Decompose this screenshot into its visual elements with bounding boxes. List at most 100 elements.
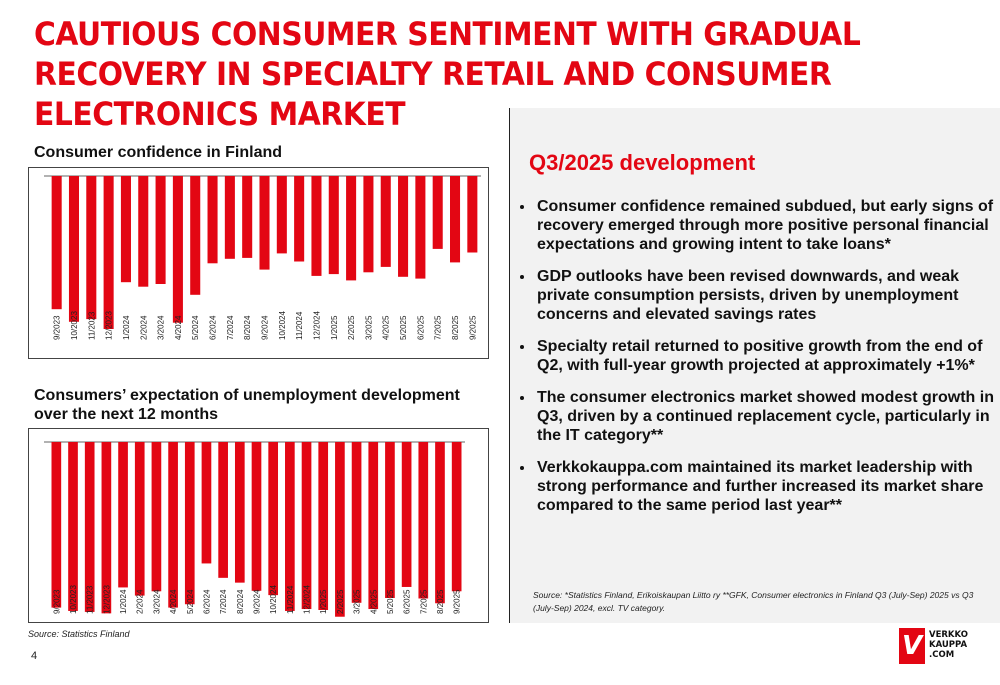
consumer-confidence-chart: 9/2023 10/2023 11/2023 12/2023 1/2024 2/2024 3… — [44, 175, 481, 340]
c1-bar-11-2024 — [294, 176, 305, 262]
right-panel — [509, 108, 1000, 623]
c2-bar-3-2024 — [151, 442, 162, 592]
c1-bar-7-2024 — [224, 176, 235, 259]
c1-bar-9-2025 — [467, 176, 478, 253]
c2-bar-4-2024 — [168, 442, 178, 608]
c1-tick-label: 4/2024 — [174, 315, 183, 340]
c2-tick-label: 4/2024 — [169, 589, 178, 614]
c1-bar-5-2025 — [398, 176, 409, 277]
c1-bar-2-2024 — [138, 176, 149, 287]
c2-tick-label: 5/2024 — [186, 589, 195, 614]
c2-tick-label: 7/2024 — [219, 589, 228, 614]
c1-tick-label: 7/2025 — [434, 315, 443, 340]
c2-tick-label: 11/2024 — [286, 585, 295, 614]
c2-tick-label: 3/2025 — [353, 589, 362, 614]
c1-bar-6-2024 — [207, 176, 218, 264]
c2-tick-label: 8/2025 — [436, 589, 445, 614]
c2-tick-label: 3/2024 — [152, 589, 161, 614]
c2-bar-11-2023 — [84, 442, 95, 612]
c1-bar-7-2025 — [432, 176, 443, 249]
c1-bar-1-2025 — [328, 176, 339, 275]
source-note: Source: Statistics Finland — [28, 629, 130, 639]
c2-tick-label: 11/2023 — [86, 585, 95, 614]
c1-tick-label: 1/2024 — [122, 315, 131, 340]
c2-tick-label: 2/2024 — [136, 589, 145, 614]
c2-bar-1-2025 — [318, 442, 329, 610]
c1-tick-label: 9/2023 — [53, 315, 62, 340]
footnote: Source: *Statistics Finland, Erikoiskaup… — [533, 590, 974, 613]
c1-bar-6-2025 — [415, 176, 426, 279]
bullet-item: The consumer electronics market showed m… — [535, 388, 1000, 445]
c2-bar-7-2025 — [418, 442, 429, 599]
c2-bar-9-2025 — [451, 442, 462, 592]
verkkokauppa-logo: V VERKKO KAUPPA .COM — [899, 628, 968, 668]
c1-bar-3-2025 — [363, 176, 374, 273]
c1-tick-label: 9/2025 — [468, 315, 477, 340]
c1-bar-4-2024 — [172, 176, 183, 323]
c1-tick-label: 4/2025 — [382, 315, 391, 340]
c2-bar-9-2023 — [51, 442, 62, 608]
c1-tick-label: 3/2024 — [157, 315, 166, 340]
c1-bar-3-2024 — [155, 176, 166, 284]
c2-tick-label: 9/2025 — [453, 589, 462, 614]
c1-tick-label: 12/2024 — [312, 311, 321, 340]
c1-tick-label: 1/2025 — [330, 315, 339, 340]
c1-bar-9-2023 — [51, 176, 62, 310]
c2-bar-12-2024 — [301, 442, 312, 610]
c1-tick-label: 2/2024 — [139, 315, 148, 340]
c2-bar-10-2024 — [268, 442, 279, 596]
c2-tick-label: 5/2025 — [386, 589, 395, 614]
c2-tick-label: 6/2025 — [403, 589, 412, 614]
c2-tick-label: 1/2025 — [319, 589, 328, 614]
chart-1-title: Consumer confidence in Finland — [34, 144, 283, 161]
c2-bar-8-2025 — [435, 442, 445, 604]
c1-bar-10-2023 — [68, 176, 80, 322]
c1-tick-label: 10/2023 — [70, 311, 79, 340]
c1-tick-label: 10/2024 — [278, 311, 287, 340]
c2-bar-6-2024 — [201, 442, 212, 564]
c2-tick-label: 12/2023 — [102, 585, 111, 614]
c1-tick-label: 2/2025 — [347, 315, 356, 340]
c1-bar-4-2025 — [380, 176, 391, 267]
c2-tick-label: 9/2023 — [52, 589, 61, 614]
c2-bar-6-2025 — [401, 442, 412, 587]
c2-bar-1-2024 — [118, 442, 128, 588]
c2-tick-label: 7/2025 — [419, 589, 428, 614]
c2-tick-label: 10/2023 — [69, 585, 78, 614]
c2-bar-9-2024 — [251, 442, 262, 591]
c2-tick-label: 1/2024 — [119, 589, 128, 614]
c1-bar-12-2023 — [103, 176, 114, 329]
c1-tick-label: 6/2025 — [416, 315, 425, 340]
page-title: CAUTIOUS CONSUMER SENTIMENT WITH GRADUAL… — [34, 15, 861, 133]
c1-tick-label: 11/2023 — [87, 311, 96, 340]
c1-tick-label: 3/2025 — [364, 315, 373, 340]
bullet-item: Specialty retail returned to positive gr… — [535, 337, 1000, 375]
c2-bar-2-2025 — [335, 442, 345, 617]
c1-tick-label: 5/2024 — [191, 315, 200, 340]
c2-bar-7-2024 — [218, 442, 228, 578]
c2-tick-label: 8/2024 — [236, 589, 245, 614]
c2-tick-label: 9/2024 — [253, 589, 262, 614]
c1-bar-8-2025 — [450, 176, 461, 263]
c1-bar-12-2024 — [311, 176, 322, 276]
c2-bar-8-2024 — [234, 442, 245, 583]
logo-text: VERKKO KAUPPA .COM — [929, 630, 968, 660]
c1-bar-1-2024 — [120, 176, 131, 283]
page-number: 4 — [31, 650, 38, 662]
chart-1-frame: 9/2023 10/2023 11/2023 12/2023 1/2024 2/2024 3… — [28, 167, 489, 359]
chart-2-title: Consumers’ expectation of unemployment d… — [34, 387, 460, 423]
development-bullets: Consumer confidence remained subdued, bu… — [517, 197, 1000, 528]
c2-bar-10-2023 — [68, 442, 78, 611]
c1-tick-label: 12/2023 — [105, 311, 114, 340]
bullet-item: GDP outlooks have been revised downwards… — [535, 267, 1000, 324]
chart-2-frame: 9/2023 10/2023 11/2023 12/2023 1/2024 2/2024 3… — [28, 428, 489, 623]
c1-tick-label: 5/2025 — [399, 315, 408, 340]
c1-bar-9-2024 — [259, 176, 270, 270]
c2-tick-label: 10/2024 — [269, 585, 278, 614]
section-heading: Q3/2025 development — [529, 150, 756, 175]
c2-bar-4-2025 — [368, 442, 379, 610]
c2-tick-label: 2/2025 — [336, 589, 345, 614]
c1-tick-label: 11/2024 — [295, 311, 304, 340]
bullet-item: Verkkokauppa.com maintained its market l… — [535, 458, 1000, 515]
c2-bar-5-2025 — [385, 442, 395, 598]
